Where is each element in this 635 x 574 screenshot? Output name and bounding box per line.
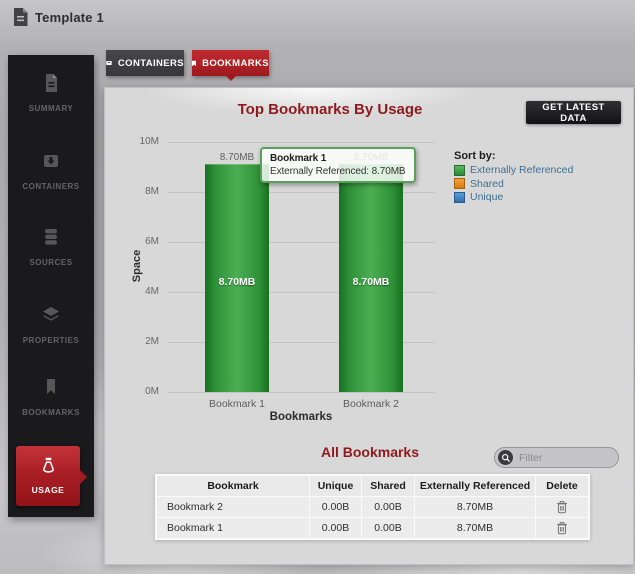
gridline (167, 192, 435, 193)
tab-bookmarks[interactable]: BOOKMARKS (192, 50, 269, 81)
sidebar-item-sources[interactable]: SOURCES (8, 227, 94, 267)
document-icon (46, 74, 57, 92)
template-document-icon (14, 8, 28, 26)
table-cell-externally-referenced: 8.70MB (415, 518, 535, 538)
sidebar-item-label: CONTAINERS (22, 182, 80, 191)
sidebar-item-label: PROPERTIES (22, 336, 80, 345)
delete-bookmark-button[interactable] (536, 518, 588, 538)
legend-swatch-blue (454, 191, 465, 203)
y-tick: 6M (145, 236, 159, 247)
sidebar-item-label: BOOKMARKS (22, 408, 80, 417)
table-cell-shared: 0.00B (362, 518, 414, 538)
sidebar-item-usage[interactable]: USAGE (16, 446, 87, 506)
table-cell-shared: 0.00B (362, 497, 414, 517)
archive-icon (106, 60, 112, 66)
column-header-delete: Delete (536, 476, 588, 496)
table-cell-unique: 0.00B (310, 497, 361, 517)
tooltip-text: Externally Referenced: 8.70MB (270, 166, 406, 177)
delete-bookmark-button[interactable] (536, 497, 588, 517)
get-latest-data-button[interactable]: GET LATEST DATA (526, 101, 621, 124)
bookmarks-table: Bookmark Unique Shared Externally Refere… (155, 474, 590, 540)
column-header-shared: Shared (362, 476, 414, 496)
x-axis-title: Bookmarks (269, 411, 333, 423)
tooltip-title: Bookmark 1 (270, 153, 327, 164)
bar-bookmark-1[interactable]: 8.70MB (205, 164, 269, 392)
all-bookmarks-title: All Bookmarks (320, 444, 420, 460)
layers-icon (43, 307, 59, 321)
archive-icon (44, 155, 58, 167)
bookmark-icon (192, 60, 197, 66)
filter-input[interactable] (513, 451, 618, 464)
legend-swatch-orange (454, 178, 465, 189)
sidebar-item-label: SOURCES (29, 258, 73, 267)
y-tick: 10M (139, 136, 159, 147)
bar-bookmark-2[interactable]: 8.70MB (339, 164, 403, 392)
x-category-label: Bookmark 2 (342, 398, 400, 410)
x-category-label: Bookmark 1 (208, 398, 266, 410)
legend-title: Sort by: (454, 150, 496, 162)
database-icon (45, 229, 57, 245)
trash-icon (557, 522, 567, 535)
usage-panel: Top Bookmarks By Usage GET LATEST DATA S… (104, 87, 634, 565)
legend-label: Externally Referenced (470, 164, 574, 176)
y-tick: 0M (145, 386, 159, 397)
column-header-unique: Unique (310, 476, 361, 496)
sidebar-item-label: USAGE (31, 485, 65, 495)
chart-title: Top Bookmarks By Usage (237, 101, 423, 118)
legend-item-shared: Shared (454, 178, 504, 190)
page-title: Template 1 (35, 10, 104, 25)
trash-icon (557, 501, 567, 514)
legend-label: Shared (470, 177, 504, 190)
y-tick: 4M (145, 286, 159, 297)
bar-value-label: 8.70MB (352, 276, 390, 288)
panel-top-glow (135, 88, 555, 126)
bar-value-label-above: 8.70MB (219, 152, 255, 163)
scale-icon (42, 457, 54, 473)
legend-item-unique: Unique (454, 191, 503, 203)
gridline (167, 392, 435, 393)
sidebar: SUMMARY CONTAINERS SOURCES PROPERTIES BO… (8, 55, 94, 517)
legend-label: Unique (470, 191, 504, 203)
gridline (167, 142, 435, 143)
filter-box (494, 447, 619, 468)
tab-label: CONTAINERS (117, 57, 184, 69)
y-tick: 8M (145, 186, 159, 197)
tab-label: BOOKMARKS (202, 57, 269, 69)
bookmark-icon (47, 379, 55, 394)
sidebar-item-containers[interactable]: CONTAINERS (8, 151, 94, 191)
column-header-bookmark: Bookmark (157, 476, 309, 496)
gridline (167, 342, 435, 343)
sidebar-item-summary[interactable]: SUMMARY (8, 73, 94, 113)
table-cell-externally-referenced: 8.70MB (415, 497, 535, 517)
legend-item-externally-referenced: Externally Referenced (454, 164, 573, 176)
search-icon (498, 450, 513, 465)
sidebar-item-properties[interactable]: PROPERTIES (8, 305, 94, 345)
table-cell-unique: 0.00B (310, 518, 361, 538)
legend-swatch-green (454, 164, 465, 176)
bar-value-label: 8.70MB (218, 276, 256, 288)
column-header-externally-referenced: Externally Referenced (415, 476, 535, 496)
table-cell-bookmark: Bookmark 2 (157, 497, 309, 517)
tab-containers[interactable]: CONTAINERS (106, 50, 184, 76)
gridline (167, 292, 435, 293)
chart-tooltip: Bookmark 1 Externally Referenced: 8.70MB (260, 147, 416, 183)
table-cell-bookmark: Bookmark 1 (157, 518, 309, 538)
y-tick: 2M (145, 336, 159, 347)
sidebar-item-bookmarks[interactable]: BOOKMARKS (8, 377, 94, 417)
sidebar-item-label: SUMMARY (28, 104, 74, 113)
gridline (167, 242, 435, 243)
